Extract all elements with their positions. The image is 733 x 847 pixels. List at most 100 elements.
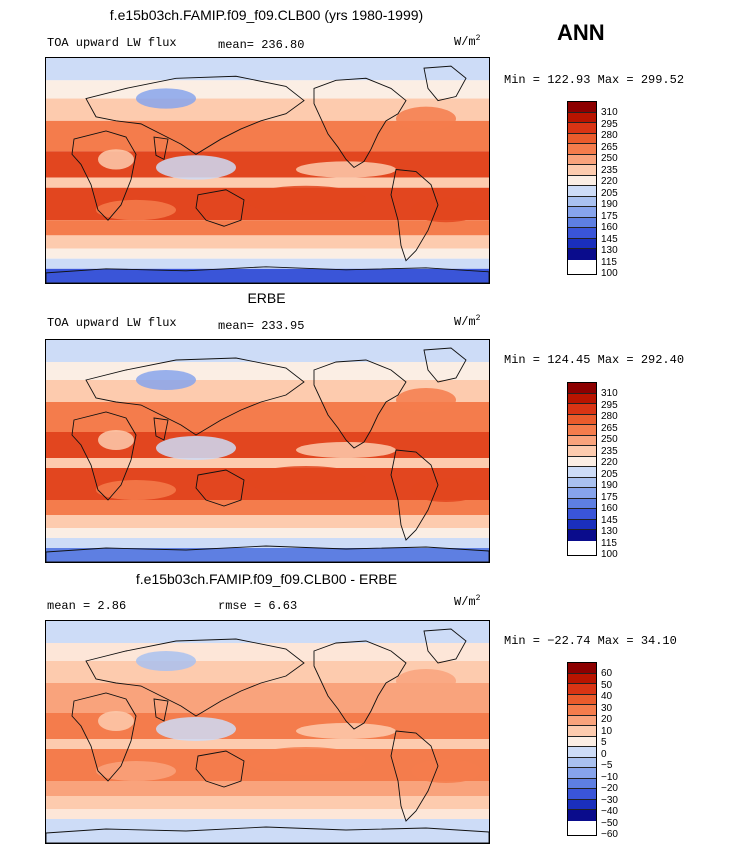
colorbar-swatch	[568, 757, 596, 768]
colorbar-tick-label: 280	[601, 130, 618, 141]
colorbar-swatch	[568, 238, 596, 249]
colorbar-tick-label: 175	[601, 210, 618, 222]
colorbar-tick-label: 205	[601, 468, 618, 480]
colorbar-tick-label: 100	[601, 549, 618, 560]
colorbar-tick-label: 0	[601, 748, 607, 760]
colorbar-swatch	[568, 519, 596, 530]
panel-1-mean: mean= 236.80	[218, 38, 305, 52]
colorbar-tick-label: 220	[601, 457, 618, 468]
colorbar-swatch	[568, 467, 596, 478]
colorbar-swatch	[568, 154, 596, 165]
colorbar-tick-label: −10	[601, 771, 618, 783]
colorbar-tick-label: 265	[601, 422, 618, 434]
colorbar-swatch	[568, 768, 596, 779]
colorbar-tick-label: 205	[601, 187, 618, 199]
colorbar-tick-label: −20	[601, 783, 618, 794]
colorbar-tick-label: 10	[601, 725, 613, 737]
colorbar-swatch	[568, 165, 596, 176]
colorbar-swatch	[568, 705, 596, 716]
colorbar-tick-label: −30	[601, 794, 618, 806]
colorbar-tick-label: 265	[601, 141, 618, 153]
colorbar-tick-label: 115	[601, 537, 617, 549]
colorbar-swatch	[568, 673, 596, 684]
colorbar-swatch	[568, 133, 596, 144]
colorbar-tick-label: 20	[601, 714, 613, 725]
colorbar-swatch	[568, 747, 596, 758]
colorbar-swatch	[568, 393, 596, 404]
colorbar-swatch	[568, 175, 596, 186]
colorbar-swatch	[568, 228, 596, 239]
season-label: ANN	[557, 20, 605, 45]
colorbar-swatch	[568, 530, 596, 541]
panel-2-colorbar	[567, 382, 597, 556]
colorbar-swatch	[568, 207, 596, 218]
colorbar-tick-label: 160	[601, 222, 618, 233]
panel-3-units: W/m2	[454, 594, 481, 609]
colorbar-swatch	[568, 715, 596, 726]
colorbar-swatch	[568, 509, 596, 520]
panel-2-map	[45, 339, 490, 563]
colorbar-swatch	[568, 102, 596, 113]
panel-3-rmse: rmse = 6.63	[218, 599, 298, 613]
colorbar-swatch	[568, 196, 596, 207]
colorbar-swatch	[568, 217, 596, 228]
colorbar-tick-label: −40	[601, 806, 618, 817]
panel-3-colorbar	[567, 662, 597, 836]
colorbar-tick-label: 130	[601, 245, 618, 256]
colorbar-swatch	[568, 186, 596, 197]
colorbar-tick-label: 310	[601, 388, 618, 399]
panel-2-colorbar-ticks: 310 295 280 265 250 235 220 205 190 175 160 145 130 1…	[601, 388, 618, 561]
colorbar-tick-label: −50	[601, 817, 618, 829]
colorbar-swatch	[568, 477, 596, 488]
colorbar-swatch	[568, 488, 596, 499]
panel-1-colorbar-ticks: 310 295 280 265 250 235 220 205 190 175 160 145 130 1…	[601, 107, 618, 280]
colorbar-tick-label: 250	[601, 153, 618, 164]
colorbar-tick-label: 235	[601, 445, 618, 457]
colorbar-swatch	[568, 446, 596, 457]
colorbar-swatch	[568, 694, 596, 705]
colorbar-swatch	[568, 456, 596, 467]
colorbar-tick-label: 130	[601, 526, 618, 537]
colorbar-tick-label: 295	[601, 399, 618, 411]
colorbar-swatch	[568, 799, 596, 810]
colorbar-tick-label: 145	[601, 233, 618, 245]
colorbar-tick-label: 160	[601, 503, 618, 514]
panel-2-title: ERBE	[247, 290, 286, 306]
colorbar-swatch	[568, 425, 596, 436]
colorbar-swatch	[568, 383, 596, 394]
colorbar-tick-label: 5	[601, 737, 607, 748]
colorbar-swatch	[568, 810, 596, 821]
colorbar-swatch	[568, 736, 596, 747]
colorbar-swatch	[568, 144, 596, 155]
colorbar-tick-label: 100	[601, 268, 618, 279]
colorbar-tick-label: 30	[601, 702, 613, 714]
panel-3-map	[45, 620, 490, 844]
panel-2-mean: mean= 233.95	[218, 319, 305, 333]
colorbar-swatch	[568, 123, 596, 134]
colorbar-swatch	[568, 435, 596, 446]
panel-2-units: W/m2	[454, 314, 481, 329]
colorbar-swatch	[568, 414, 596, 425]
colorbar-swatch	[568, 249, 596, 260]
colorbar-tick-label: 115	[601, 256, 617, 268]
colorbar-tick-label: −60	[601, 829, 618, 840]
colorbar-tick-label: 310	[601, 107, 618, 118]
colorbar-swatch	[568, 404, 596, 415]
colorbar-swatch	[568, 663, 596, 674]
colorbar-tick-label: 295	[601, 118, 618, 130]
colorbar-swatch	[568, 789, 596, 800]
colorbar-swatch	[568, 726, 596, 737]
colorbar-tick-label: 175	[601, 491, 618, 503]
panel-3-colorbar-ticks: 60 50 40 30 20 10 5 0 −5 −10 −20 −30 −40 −50 −60	[601, 668, 618, 841]
colorbar-tick-label: 280	[601, 411, 618, 422]
panel-3-minmax: Min = −22.74 Max = 34.10	[504, 634, 677, 648]
panel-1-colorbar	[567, 101, 597, 275]
colorbar-tick-label: 145	[601, 514, 618, 526]
colorbar-tick-label: 190	[601, 199, 618, 210]
panel-2-variable: TOA upward LW flux	[47, 316, 177, 330]
colorbar-swatch	[568, 112, 596, 123]
panel-2-minmax: Min = 124.45 Max = 292.40	[504, 353, 685, 367]
colorbar-tick-label: 60	[601, 668, 613, 679]
panel-1-variable: TOA upward LW flux	[47, 36, 177, 50]
colorbar-tick-label: 190	[601, 480, 618, 491]
